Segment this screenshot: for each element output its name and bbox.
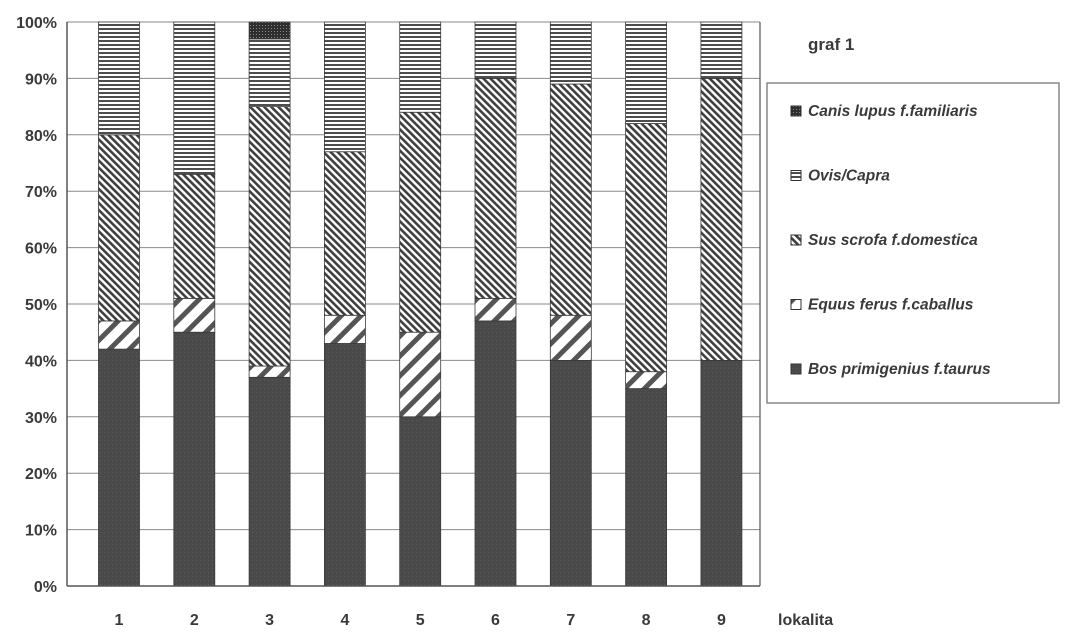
bar-segment [323, 21, 366, 153]
bar-segment [248, 376, 291, 587]
x-axis-label: lokalita [778, 612, 833, 629]
bar-segment [173, 297, 216, 333]
legend-box [766, 82, 1060, 404]
x-tick-label: 3 [265, 612, 274, 629]
legend-entry: Bos primigenius f.taurus [808, 361, 991, 378]
bar-segment [323, 343, 366, 587]
legend: Canis lupus f.familiaris Ovis/Capra Sus sc… [766, 82, 1060, 404]
x-tick-label: 2 [190, 612, 199, 629]
bar-segment [98, 348, 140, 587]
bar-segment [248, 21, 291, 40]
bar-segment [98, 320, 140, 350]
legend-swatch [790, 105, 802, 117]
x-tick-label: 9 [717, 612, 726, 629]
bar-segment [474, 21, 517, 79]
bar-segment [700, 359, 743, 587]
legend-swatch [790, 299, 802, 310]
y-tick-label: 30% [25, 410, 57, 427]
bar-segment [474, 78, 517, 299]
bar-segment [248, 365, 291, 378]
legend-entry: Equus ferus f.caballus [808, 297, 974, 314]
y-axis-ticks: 0% 10% 20% 30% 40% 50% 60% 70% 80% 90% 100% [16, 15, 57, 596]
bar-segment [248, 38, 291, 107]
x-tick-label: 7 [566, 612, 575, 629]
legend-entry: Ovis/Capra [808, 168, 890, 185]
bars [98, 21, 743, 587]
legend-swatch [790, 363, 802, 375]
legend-entry: Canis lupus f.familiaris [808, 103, 978, 120]
bar-segment [98, 21, 140, 136]
bar-segment [625, 371, 667, 389]
bar-segment [549, 359, 592, 587]
bar-segment [399, 111, 442, 333]
x-tick-label: 5 [416, 612, 425, 629]
bar-segment [173, 331, 216, 587]
x-tick-label: 8 [642, 612, 651, 629]
bar-segment [625, 123, 667, 373]
bar-segment [323, 314, 366, 344]
y-tick-label: 20% [25, 466, 57, 483]
bar-segment [399, 416, 442, 587]
bar-segment [700, 21, 743, 79]
bar-segment [549, 314, 592, 361]
bar-segment [399, 21, 442, 113]
y-tick-label: 80% [25, 128, 57, 145]
bar-segment [625, 21, 667, 124]
bar-segment [173, 173, 216, 299]
x-tick-label: 6 [491, 612, 500, 629]
y-tick-label: 50% [25, 297, 57, 314]
chart-title: graf 1 [808, 35, 854, 54]
bar-segment [549, 21, 592, 85]
x-axis-ticks: 1 2 3 4 5 6 7 8 9 [115, 612, 726, 629]
y-tick-label: 10% [25, 523, 57, 540]
y-tick-label: 40% [25, 353, 57, 370]
y-tick-label: 90% [25, 71, 57, 88]
bar-segment [700, 78, 743, 361]
bar-segment [474, 320, 517, 587]
bar-segment [625, 388, 667, 587]
x-tick-label: 4 [340, 612, 349, 629]
y-tick-label: 100% [16, 15, 57, 32]
legend-swatch [790, 170, 802, 181]
bar-segment [474, 297, 517, 322]
bar-segment [549, 83, 592, 316]
y-tick-label: 0% [34, 579, 57, 596]
legend-entry: Sus scrofa f.domestica [808, 232, 978, 249]
y-tick-label: 70% [25, 184, 57, 201]
bar-segment [248, 106, 291, 367]
legend-swatch [790, 234, 802, 246]
y-tick-label: 60% [25, 241, 57, 258]
bar-segment [173, 21, 216, 175]
x-tick-label: 1 [115, 612, 124, 629]
bar-segment [399, 331, 442, 418]
bar-segment [323, 151, 366, 316]
axes [66, 22, 761, 587]
bar-segment [98, 134, 140, 322]
